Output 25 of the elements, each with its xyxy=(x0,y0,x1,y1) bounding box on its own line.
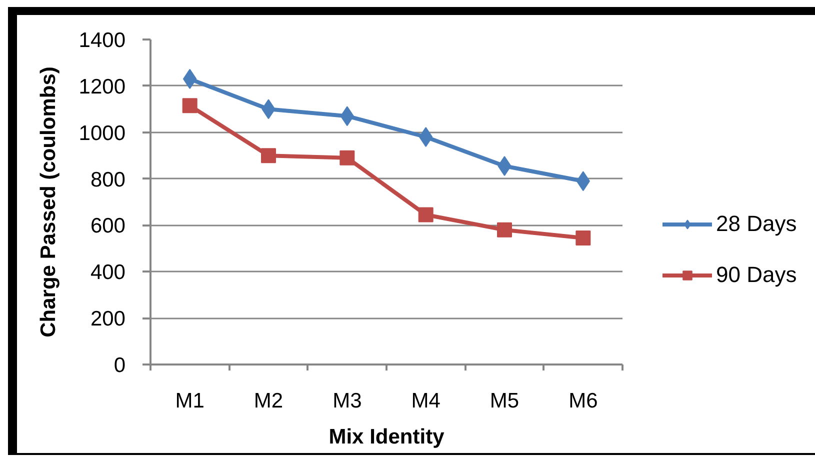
point xyxy=(497,222,512,238)
x-tick-label: M5 xyxy=(490,390,520,412)
legend-label: 90 Days xyxy=(716,262,797,288)
y-tick-label: 800 xyxy=(90,168,126,192)
y-tick-label: 1200 xyxy=(78,75,126,98)
point xyxy=(419,127,433,147)
y-tick-label: 400 xyxy=(90,261,126,284)
x-tick-label: M6 xyxy=(568,390,598,412)
x-axis-title: Mix Identity xyxy=(328,426,445,448)
y-axis-title: Charge Passed (coulombs) xyxy=(36,66,60,338)
x-tick-label: M3 xyxy=(332,390,362,412)
point xyxy=(576,230,591,246)
x-tick-label: M1 xyxy=(175,390,204,412)
y-tick-label: 0 xyxy=(114,354,126,377)
legend-label: 28 Days xyxy=(716,211,797,237)
point xyxy=(418,207,434,222)
point xyxy=(340,150,355,166)
point xyxy=(261,148,276,164)
y-tick-label: 600 xyxy=(90,214,126,238)
y-tick-label: 1400 xyxy=(78,29,126,52)
x-tick-label: M4 xyxy=(411,390,441,412)
x-tick-label: M2 xyxy=(254,390,284,412)
point xyxy=(182,98,198,114)
y-tick-label: 200 xyxy=(90,308,126,331)
y-tick-label: 1000 xyxy=(78,122,126,145)
